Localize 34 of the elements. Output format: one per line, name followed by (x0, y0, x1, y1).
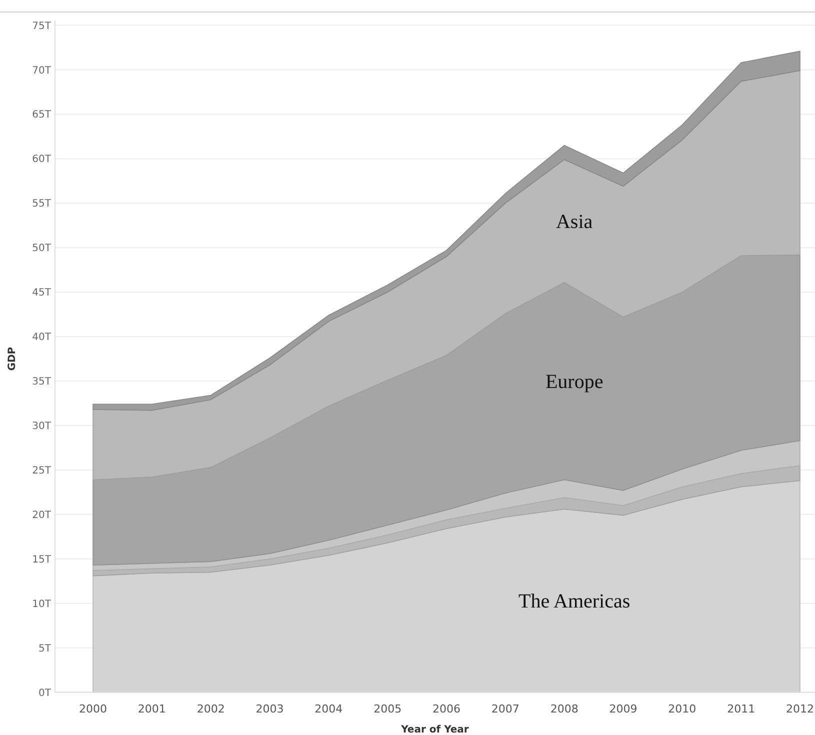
y-tick-label: 20T (32, 510, 52, 521)
x-tick-label: 2012 (786, 702, 814, 716)
y-tick-label: 0T (38, 688, 52, 699)
x-tick-label: 2002 (196, 702, 225, 716)
y-tick-label: 50T (32, 243, 52, 254)
series-label: Asia (556, 210, 593, 233)
y-tick-label: 40T (32, 332, 52, 344)
y-tick-label: 70T (32, 65, 52, 76)
x-axis-title: Year of Year (400, 724, 469, 735)
series-label: The Americas (518, 590, 630, 613)
x-tick-label: 2001 (138, 702, 166, 716)
x-tick-label: 2011 (727, 702, 756, 716)
x-tick-label: 2003 (256, 702, 284, 716)
x-tick-label: 2009 (609, 702, 638, 716)
y-tick-label: 30T (32, 421, 52, 432)
series-label: Europe (545, 371, 604, 394)
x-tick-label: 2000 (79, 702, 107, 716)
y-tick-label: 10T (32, 598, 52, 610)
y-tick-label: 45T (32, 288, 52, 299)
y-tick-label: 75T (32, 20, 52, 32)
y-tick-label: 25T (32, 465, 52, 476)
x-tick-label: 2004 (314, 702, 343, 716)
y-tick-label: 5T (38, 643, 52, 654)
y-tick-label: 15T (32, 554, 52, 566)
x-tick-label: 2005 (374, 702, 402, 716)
x-tick-label: 2006 (432, 702, 460, 716)
x-tick-label: 2010 (668, 702, 696, 716)
x-tick-label: 2007 (491, 702, 520, 716)
y-tick-label: 65T (32, 110, 52, 121)
y-axis-title: GDP (7, 346, 18, 371)
y-tick-label: 35T (32, 376, 52, 388)
y-tick-label: 60T (32, 154, 52, 166)
x-tick-label: 2008 (550, 702, 578, 716)
y-tick-label: 55T (32, 198, 52, 210)
